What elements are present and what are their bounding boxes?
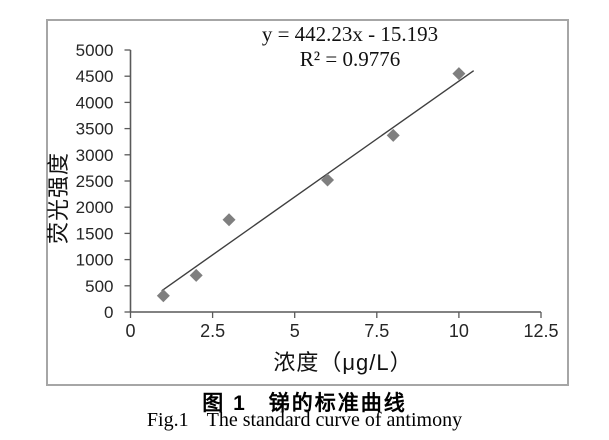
y-tick-label: 1500 <box>76 224 114 243</box>
equation-text: y = 442.23x - 15.193 <box>261 22 439 46</box>
y-tick-label: 500 <box>85 277 113 296</box>
caption-en-label: Fig.1 <box>146 409 189 431</box>
data-point <box>386 128 400 142</box>
y-axis-title: 荧光强度 <box>46 152 71 245</box>
caption-zh-title: 锑的标准曲线 <box>268 392 407 415</box>
data-point <box>222 213 236 227</box>
data-point <box>452 67 466 81</box>
caption-chinese: 图 1 锑的标准曲线 <box>0 387 609 417</box>
x-tick-label: 5 <box>290 321 300 341</box>
trendline-annotation: y = 442.23x - 15.193 R² = 0.9776 <box>215 22 485 72</box>
chart-frame <box>46 19 569 386</box>
x-tick-label: 0 <box>125 321 135 341</box>
r-squared-text: R² = 0.9776 <box>299 47 401 71</box>
x-tick-label: 10 <box>449 321 469 341</box>
y-tick-label: 4000 <box>76 93 114 112</box>
trendline <box>161 70 475 292</box>
y-tick-label: 5000 <box>76 41 114 60</box>
y-tick-label: 2000 <box>76 198 114 217</box>
x-tick-label: 12.5 <box>523 321 558 341</box>
x-tick-label: 7.5 <box>364 321 389 341</box>
y-tick-label: 1000 <box>76 251 114 270</box>
y-tick-label: 3000 <box>76 146 114 165</box>
data-point <box>321 173 335 187</box>
data-point <box>156 289 170 303</box>
caption-zh-label: 图 1 <box>202 392 247 415</box>
data-point <box>189 268 203 282</box>
y-tick-label: 2500 <box>76 172 114 191</box>
y-tick-label: 0 <box>104 303 113 322</box>
caption-english: Fig.1 The standard curve of antimony <box>0 409 609 432</box>
caption-en-title: The standard curve of antimony <box>206 409 463 431</box>
y-tick-label: 4500 <box>76 67 114 86</box>
y-tick-label: 3500 <box>76 120 114 139</box>
x-axis-title: 浓度（μg/L） <box>273 350 413 375</box>
x-tick-label: 2.5 <box>200 321 225 341</box>
